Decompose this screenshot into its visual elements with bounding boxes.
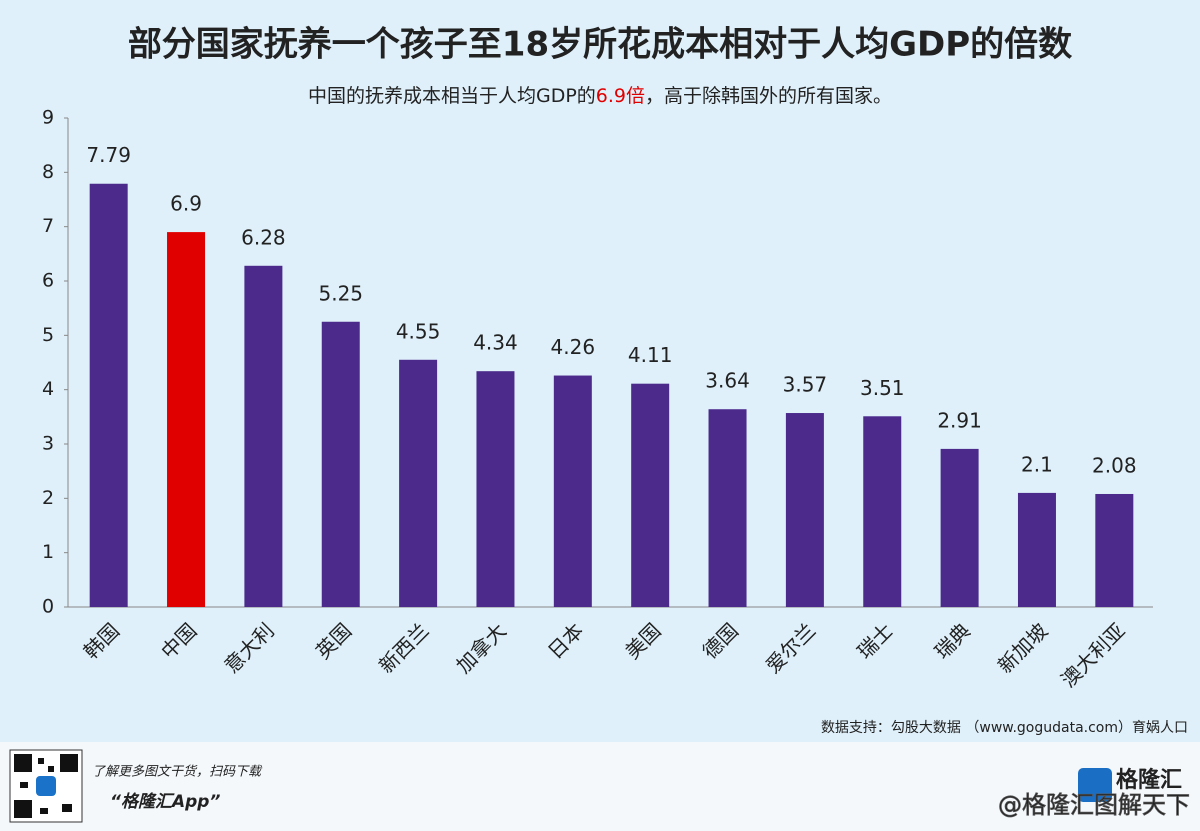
logo-text: 格隆汇 [1116, 767, 1182, 793]
y-tick-label: 6 [42, 270, 54, 292]
value-label: 4.11 [628, 343, 673, 367]
value-label: 4.34 [473, 331, 518, 355]
y-tick-label: 4 [42, 378, 54, 400]
bar [476, 371, 515, 607]
value-label: 3.64 [705, 369, 750, 393]
value-label: 3.57 [783, 373, 828, 397]
bar [167, 232, 206, 607]
bar [940, 448, 979, 607]
value-label: 2.08 [1092, 453, 1137, 477]
footer-prompt: 了解更多图文干货，扫码下载 [92, 764, 263, 780]
subtitle-part: ，高于除韩国外的所有国家。 [645, 85, 892, 107]
y-tick-label: 2 [42, 487, 54, 509]
y-tick-label: 5 [42, 324, 54, 346]
source-note: 数据支持：勾股大数据 （www.gogudata.com）育娲人口 [821, 720, 1188, 736]
bar [631, 383, 670, 607]
value-label: 6.28 [241, 225, 286, 249]
value-label: 2.1 [1021, 452, 1053, 476]
value-label: 6.9 [170, 192, 202, 216]
value-label: 3.51 [860, 376, 905, 400]
value-label: 5.25 [318, 281, 363, 305]
y-tick-label: 3 [42, 433, 54, 455]
footer-band [0, 742, 1200, 831]
chart-title: 部分国家抚养一个孩子至18岁所花成本相对于人均GDP的倍数 [128, 25, 1072, 65]
qr-code [9, 749, 83, 823]
value-label: 2.91 [937, 408, 982, 432]
logo-icon [1078, 768, 1112, 802]
y-tick-label: 7 [42, 215, 54, 237]
bar [1017, 492, 1056, 607]
value-label: 4.26 [551, 335, 596, 359]
value-label: 7.79 [86, 143, 131, 167]
bar [244, 265, 283, 607]
subtitle-part: 中国的抚养成本相当于人均GDP的 [308, 85, 596, 107]
subtitle-part: 6.9倍 [596, 85, 645, 107]
bar [863, 416, 902, 607]
y-tick-label: 1 [42, 541, 54, 563]
watermark: @格隆汇图解天下 [998, 791, 1190, 819]
value-label: 4.55 [396, 319, 441, 343]
footer-app: “格隆汇App” [110, 792, 220, 812]
y-tick-label: 8 [42, 161, 54, 183]
y-tick-label: 0 [42, 596, 54, 618]
bar [553, 375, 592, 607]
bar [1095, 493, 1134, 607]
bar [321, 321, 360, 607]
y-tick-label: 9 [42, 107, 54, 129]
chart-subtitle: 中国的抚养成本相当于人均GDP的6.9倍，高于除韩国外的所有国家。 [308, 85, 892, 107]
bar [785, 413, 824, 607]
bar [399, 359, 438, 607]
bar [89, 183, 128, 607]
bar [708, 409, 747, 607]
